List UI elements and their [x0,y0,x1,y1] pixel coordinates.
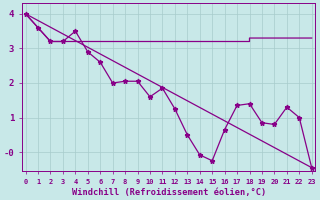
X-axis label: Windchill (Refroidissement éolien,°C): Windchill (Refroidissement éolien,°C) [72,188,266,197]
